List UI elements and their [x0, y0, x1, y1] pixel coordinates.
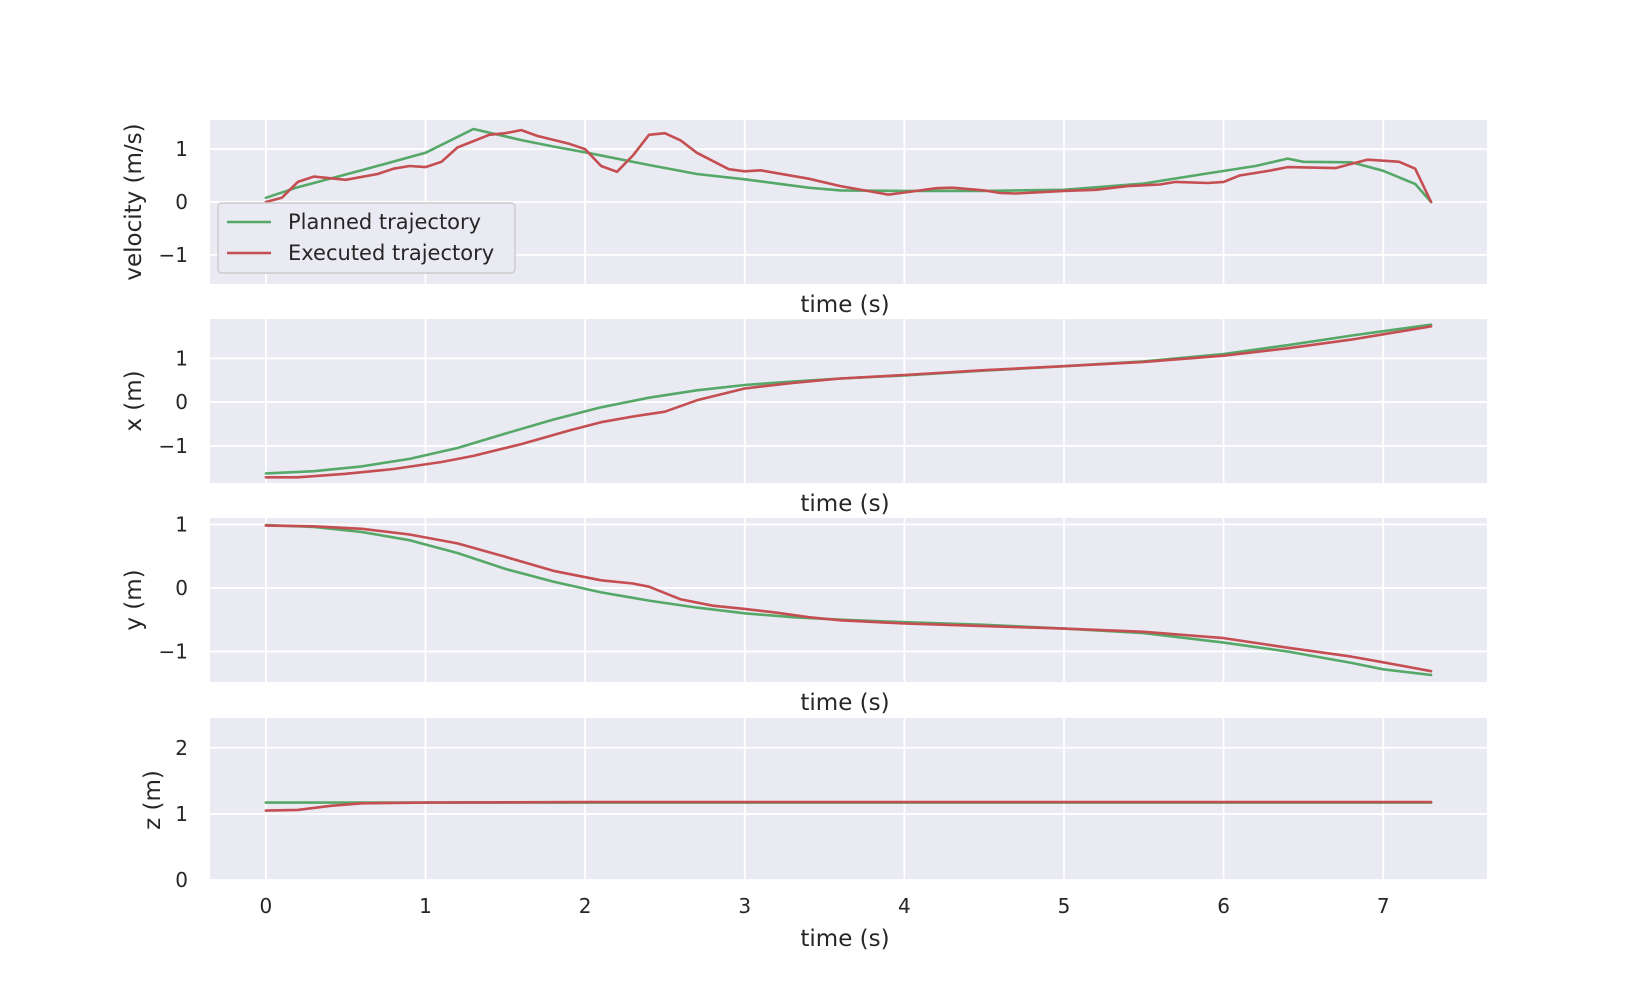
series-line-planned-trajectory	[264, 127, 1433, 204]
series-line-executed-trajectory	[264, 128, 1433, 204]
y-tick-label: −1	[159, 639, 188, 663]
x-axis-label: time (s)	[800, 690, 889, 716]
x-tick-label: 5	[1058, 894, 1071, 918]
y-axis-label: z (m)	[140, 770, 166, 830]
x-tick-label: 1	[419, 894, 432, 918]
subplot-y: y (m) time (s) −1 0 1	[121, 512, 1487, 716]
y-tick-label: −1	[159, 434, 188, 458]
x-axis-label: time (s)	[800, 491, 889, 517]
y-tick-label: 1	[175, 802, 188, 826]
series-line-executed-trajectory	[264, 325, 1433, 479]
y-tick-label: 1	[175, 346, 188, 370]
y-tick-label: 1	[175, 137, 188, 161]
y-tick-label: 1	[175, 512, 188, 536]
y-tick-label: −1	[159, 243, 188, 267]
legend: Planned trajectory Executed trajectory	[217, 202, 516, 274]
x-tick-label: 6	[1217, 894, 1230, 918]
y-axis-label: velocity (m/s)	[121, 123, 147, 280]
series-line-executed-trajectory	[264, 800, 1433, 812]
x-tick-label: 4	[898, 894, 911, 918]
subplot-z: z (m) time (s) 0 1 2 3 4 5 6 7 0 1 2	[140, 718, 1487, 952]
legend-label-executed: Executed trajectory	[288, 241, 494, 265]
y-axis-label: x (m)	[121, 370, 147, 431]
legend-label-planned: Planned trajectory	[288, 210, 481, 234]
series-line-planned-trajectory	[264, 523, 1433, 677]
legend-frame	[217, 202, 516, 274]
y-tick-label: 2	[175, 736, 188, 760]
series-line-executed-trajectory	[264, 524, 1433, 673]
y-tick-label: 0	[175, 390, 188, 414]
x-tick-label: 7	[1377, 894, 1390, 918]
y-axis-label: y (m)	[121, 569, 147, 630]
x-tick-label: 3	[738, 894, 751, 918]
y-tick-label: 0	[175, 576, 188, 600]
plot-area	[210, 518, 1487, 682]
y-tick-label: 0	[175, 190, 188, 214]
x-tick-label: 2	[579, 894, 592, 918]
x-axis-label: time (s)	[800, 292, 889, 318]
x-tick-label: 0	[260, 894, 273, 918]
x-axis-label: time (s)	[800, 926, 889, 952]
plot-area	[210, 718, 1487, 880]
series-line-planned-trajectory	[264, 323, 1433, 475]
subplot-x: x (m) time (s) −1 0 1	[121, 319, 1487, 517]
y-tick-label: 0	[175, 868, 188, 892]
